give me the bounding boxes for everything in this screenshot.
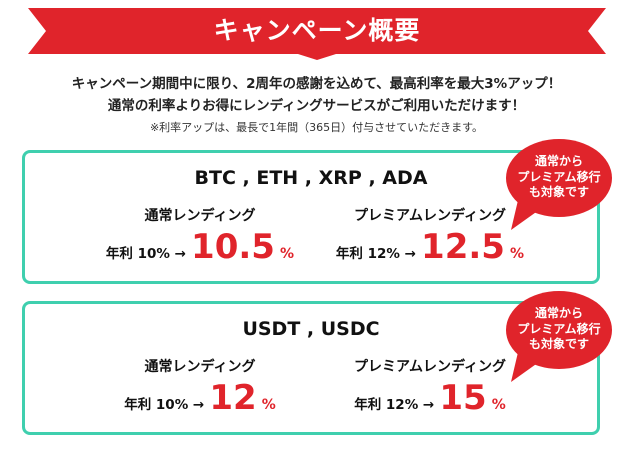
- bubble-text: 通常から プレミアム移行 も対象です: [511, 306, 607, 353]
- new-rate-value: 12.5: [421, 227, 505, 267]
- new-rate-value: 15: [439, 378, 487, 418]
- rate-card-usdt-usdc: USDT , USDC 通常レンディング 年利 10% → 12 % プレミアム…: [22, 301, 600, 435]
- banner-title: キャンペーン概要: [213, 16, 421, 45]
- bubble-line: も対象です: [528, 337, 589, 351]
- premium-lending-label: プレミアムレンディング: [353, 208, 507, 224]
- old-rate: 年利 10% →: [124, 397, 205, 413]
- card-title: USDT , USDC: [242, 318, 380, 340]
- intro-line-2: 通常の利率よりお得にレンディングサービスがご利用いただけます！: [107, 98, 526, 114]
- rate-card-btc-eth-xrp-ada: BTC , ETH , XRP , ADA 通常レンディング 年利 10% → …: [22, 150, 600, 284]
- old-rate: 年利 12% →: [354, 397, 435, 413]
- speech-bubble-icon: [506, 291, 612, 382]
- premium-lending-column: プレミアムレンディング 年利 12% → 15 %: [315, 304, 545, 432]
- premium-lending-rate: 年利 12% → 12.5 %: [315, 227, 545, 267]
- normal-lending-rate: 年利 10% → 12 %: [85, 378, 315, 418]
- new-rate-unit: %: [491, 397, 506, 413]
- old-rate: 年利 10% →: [105, 246, 186, 262]
- intro-note: ※利率アップは、最長で1年間（365日）付与させていただきます。: [149, 121, 484, 134]
- normal-lending-label: 通常レンディング: [144, 359, 256, 375]
- premium-lending-rate: 年利 12% → 15 %: [315, 378, 545, 418]
- new-rate-unit: %: [280, 246, 295, 262]
- premium-migration-bubble: 通常から プレミアム移行 も対象です: [505, 290, 613, 386]
- speech-bubble-icon: [506, 139, 612, 230]
- bubble-line: プレミアム移行: [517, 169, 601, 184]
- new-rate-value: 10.5: [191, 227, 275, 267]
- premium-lending-label: プレミアムレンディング: [353, 359, 507, 375]
- premium-lending-column: プレミアムレンディング 年利 12% → 12.5 %: [315, 153, 545, 281]
- bubble-line: プレミアム移行: [517, 321, 601, 336]
- bubble-line: も対象です: [528, 185, 589, 199]
- ribbon-shape: [28, 8, 606, 60]
- old-rate: 年利 12% →: [335, 246, 416, 262]
- premium-migration-bubble: 通常から プレミアム移行 も対象です: [505, 138, 613, 234]
- new-rate-value: 12: [209, 378, 257, 418]
- normal-lending-label: 通常レンディング: [144, 208, 256, 224]
- card-title: BTC , ETH , XRP , ADA: [194, 167, 428, 189]
- intro-line-1: キャンペーン期間中に限り、2周年の感謝を込めて、最高利率を最大3%アップ！: [71, 76, 562, 92]
- normal-lending-rate: 年利 10% → 10.5 %: [85, 227, 315, 267]
- normal-lending-column: 通常レンディング 年利 10% → 10.5 %: [85, 153, 315, 281]
- bubble-text: 通常から プレミアム移行 も対象です: [511, 154, 607, 201]
- bubble-line: 通常から: [534, 154, 583, 168]
- bubble-line: 通常から: [534, 306, 583, 320]
- normal-lending-column: 通常レンディング 年利 10% → 12 %: [85, 304, 315, 432]
- campaign-banner: キャンペーン概要: [28, 8, 606, 60]
- new-rate-unit: %: [510, 246, 525, 262]
- new-rate-unit: %: [261, 397, 276, 413]
